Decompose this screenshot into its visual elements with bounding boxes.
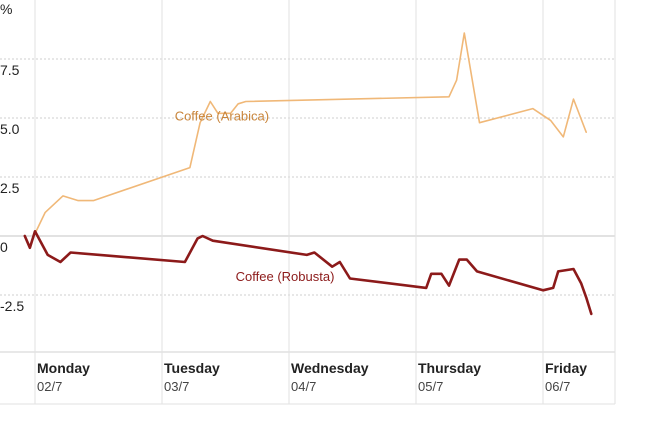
y-unit-label: % (0, 1, 12, 17)
label-layer: Coffee (Arabica) Coffee (Robusta) (175, 108, 335, 283)
x-tick-day-label: Thursday (418, 360, 481, 376)
grid-layer (0, 0, 616, 405)
series-label: Coffee (Arabica) (175, 108, 269, 123)
series-layer (23, 32, 593, 316)
x-tick-date-label: 06/7 (545, 379, 570, 394)
y-tick-label: 5.0 (0, 121, 20, 137)
series-line (23, 230, 593, 316)
x-tick-day-label: Wednesday (291, 360, 369, 376)
series-label: Coffee (Robusta) (236, 269, 335, 284)
y-tick-label: 0 (0, 239, 8, 255)
x-tick-date-label: 03/7 (164, 379, 189, 394)
series-line (34, 32, 587, 235)
y-tick-label: 2.5 (0, 180, 20, 196)
x-tick-day-label: Friday (545, 360, 587, 376)
x-tick-date-label: 04/7 (291, 379, 316, 394)
x-tick-date-label: 05/7 (418, 379, 443, 394)
axis-layer: 7.5 5.0 2.5 0 -2.5% Monday 02/7 Tuesday 03/7 Wedn… (0, 1, 587, 394)
x-tick-day-label: Tuesday (164, 360, 220, 376)
y-tick-label: 7.5 (0, 62, 20, 78)
y-tick-label: -2.5 (0, 298, 24, 314)
x-tick-date-label: 02/7 (37, 379, 62, 394)
x-tick-day-label: Monday (37, 360, 90, 376)
